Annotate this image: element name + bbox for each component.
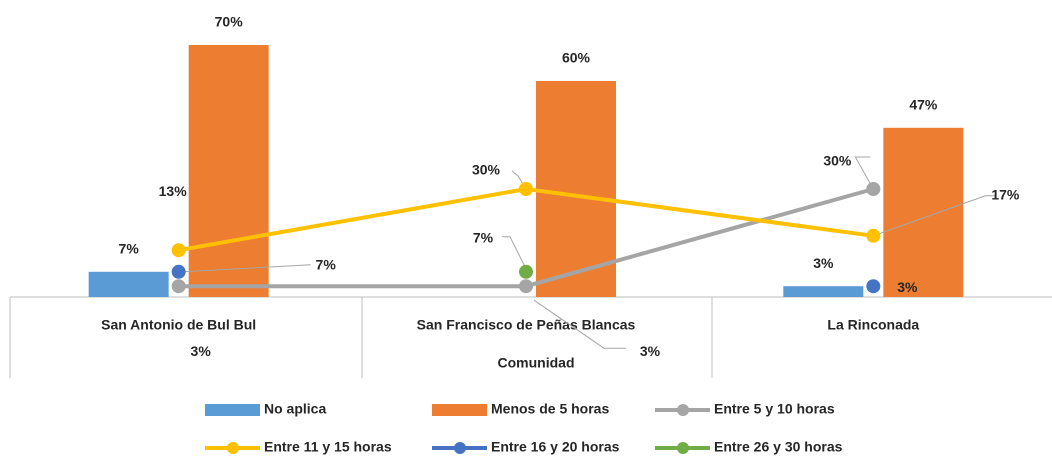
leader-line	[533, 299, 626, 349]
marker	[519, 264, 533, 279]
marker	[866, 182, 881, 196]
legend-swatch	[677, 442, 689, 454]
data-label: 30%	[823, 153, 852, 169]
legend-swatch	[205, 404, 260, 416]
legend-swatch	[227, 442, 239, 454]
marker	[171, 279, 186, 294]
data-label: 70%	[215, 14, 244, 30]
data-label: 7%	[316, 257, 337, 273]
data-label: 17%	[991, 187, 1020, 203]
bar	[783, 286, 864, 297]
bar	[188, 45, 269, 297]
data-label: 30%	[472, 162, 501, 178]
marker	[519, 279, 533, 294]
marker	[519, 182, 533, 196]
leader-line	[873, 195, 996, 237]
legend-label: No aplica	[264, 401, 326, 417]
data-label: 7%	[473, 230, 494, 246]
legend-swatch	[454, 442, 466, 454]
data-label: 3%	[191, 343, 212, 359]
x-tick-label: La Rinconada	[827, 317, 919, 333]
legend-label: Entre 11 y 15 horas	[264, 439, 392, 455]
x-tick-label: San Francisco de Peñas Blancas	[417, 317, 636, 333]
data-label: 3%	[640, 343, 661, 359]
marker	[171, 243, 186, 258]
data-label: 60%	[562, 50, 591, 66]
data-label: 13%	[159, 183, 188, 199]
legend-label: Menos de 5 horas	[491, 401, 609, 417]
marker	[866, 279, 881, 294]
data-label: 3%	[897, 279, 918, 295]
x-axis-title: Comunidad	[498, 355, 575, 371]
legend-label: Entre 16 y 20 horas	[491, 439, 620, 455]
data-label: 47%	[909, 97, 938, 113]
data-label: 7%	[119, 241, 140, 257]
data-label: 3%	[813, 255, 834, 271]
bar	[536, 81, 616, 297]
marker	[866, 228, 881, 243]
marker	[171, 264, 186, 279]
leader-line	[502, 236, 527, 270]
legend-label: Entre 26 y 30 horas	[714, 439, 843, 455]
leader-line	[854, 156, 874, 190]
bar	[88, 271, 169, 297]
bar	[883, 127, 964, 297]
legend-swatch	[432, 404, 487, 416]
legend-label: Entre 5 y 10 horas	[714, 401, 835, 417]
legend-swatch	[677, 404, 689, 416]
x-tick-label: San Antonio de Bul Bul	[101, 317, 256, 333]
leader-line	[182, 264, 311, 273]
